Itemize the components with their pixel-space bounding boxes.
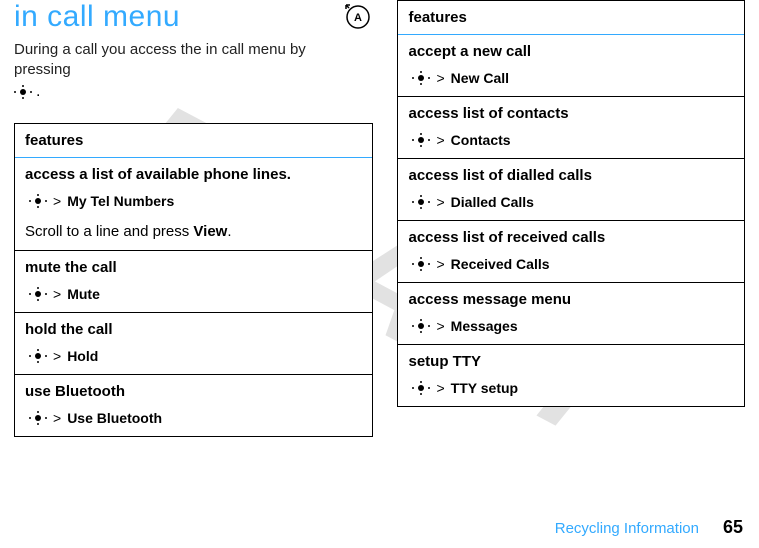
table-row: access message menu > Messages <box>398 283 744 345</box>
features-table-left: features access a list of available phon… <box>14 123 373 437</box>
command-line: > Received Calls <box>412 256 734 272</box>
gt-icon: > <box>436 194 444 210</box>
gt-icon: > <box>436 70 444 86</box>
row-title: mute the call <box>25 259 362 276</box>
command-line: > Dialled Calls <box>412 194 734 210</box>
center-key-icon <box>29 194 47 208</box>
gt-icon: > <box>53 193 61 209</box>
table-row: mute the call > Mute <box>15 251 372 313</box>
table-row: use Bluetooth > Use Bluetooth <box>15 375 372 436</box>
center-key-icon <box>412 319 430 333</box>
command-line: > My Tel Numbers <box>29 193 362 209</box>
command-label: Received Calls <box>451 256 550 272</box>
command-label: Hold <box>67 348 98 364</box>
table-row: hold the call > Hold <box>15 313 372 375</box>
gt-icon: > <box>436 380 444 396</box>
svg-text:A: A <box>355 12 363 24</box>
command-label: New Call <box>451 70 509 86</box>
table-row: access list of received calls > Received… <box>398 221 744 283</box>
center-key-icon <box>29 349 47 363</box>
center-key-icon <box>412 71 430 85</box>
center-key-icon <box>412 381 430 395</box>
row-title: access a list of available phone lines. <box>25 166 362 183</box>
center-key-icon <box>412 257 430 271</box>
intro-line2: . <box>14 83 343 101</box>
note-suffix: . <box>227 223 231 240</box>
center-key-icon <box>412 133 430 147</box>
row-title: accept a new call <box>408 43 734 60</box>
gt-icon: > <box>436 132 444 148</box>
table-header: features <box>15 124 372 158</box>
center-key-icon <box>29 287 47 301</box>
table-header: features <box>398 1 744 35</box>
command-label: Use Bluetooth <box>67 410 162 426</box>
command-line: > TTY setup <box>412 380 734 396</box>
gt-icon: > <box>53 286 61 302</box>
command-line: > Messages <box>412 318 734 334</box>
intro-text: During a call you access the in call men… <box>14 40 343 81</box>
gt-icon: > <box>436 256 444 272</box>
note-bold: View <box>193 223 227 240</box>
row-title: hold the call <box>25 321 362 338</box>
note-prefix: Scroll to a line and press <box>25 223 193 240</box>
command-label: TTY setup <box>451 380 518 396</box>
row-title: access list of dialled calls <box>408 167 734 184</box>
center-key-icon <box>29 411 47 425</box>
table-row: access list of dialled calls > Dialled C… <box>398 159 744 221</box>
command-line: > Contacts <box>412 132 734 148</box>
table-row: access a list of available phone lines. … <box>15 158 372 251</box>
row-note: Scroll to a line and press View. <box>25 223 362 240</box>
row-title: setup TTY <box>408 353 734 370</box>
intro-suffix: . <box>36 83 40 101</box>
row-title: use Bluetooth <box>25 383 362 400</box>
row-title: access list of received calls <box>408 229 734 246</box>
command-label: My Tel Numbers <box>67 193 174 209</box>
command-line: > Hold <box>29 348 362 364</box>
table-row: accept a new call > New Call <box>398 35 744 97</box>
gt-icon: > <box>53 348 61 364</box>
footer-link[interactable]: Recycling Information <box>555 520 699 537</box>
command-label: Messages <box>451 318 518 334</box>
gt-icon: > <box>436 318 444 334</box>
command-label: Dialled Calls <box>451 194 534 210</box>
intro-line: During a call you access the in call men… <box>14 41 306 78</box>
table-row: setup TTY > TTY setup <box>398 345 744 406</box>
center-key-icon <box>412 195 430 209</box>
command-line: > Mute <box>29 286 362 302</box>
page-number: 65 <box>723 517 743 538</box>
footer: Recycling Information 65 <box>555 517 743 538</box>
antenna-icon: A <box>343 0 373 35</box>
row-title: access message menu <box>408 291 734 308</box>
center-key-icon <box>14 85 32 99</box>
gt-icon: > <box>53 410 61 426</box>
command-line: > Use Bluetooth <box>29 410 362 426</box>
row-title: access list of contacts <box>408 105 734 122</box>
page-title: in call menu <box>14 0 343 34</box>
table-row: access list of contacts > Contacts <box>398 97 744 159</box>
features-table-right: features accept a new call > New Call ac… <box>397 0 745 407</box>
command-label: Contacts <box>451 132 511 148</box>
command-line: > New Call <box>412 70 734 86</box>
command-label: Mute <box>67 286 100 302</box>
